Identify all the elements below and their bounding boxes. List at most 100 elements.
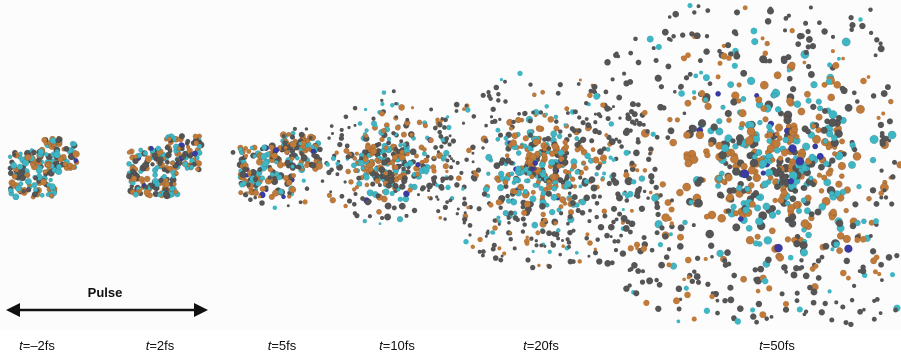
- ejected-atom: [851, 90, 857, 96]
- ejected-atom: [566, 240, 572, 245]
- atom: [563, 144, 570, 150]
- ejected-atom: [354, 185, 359, 190]
- atom: [401, 166, 406, 172]
- atom: [259, 185, 266, 193]
- ejected-atom: [664, 199, 672, 207]
- atom: [557, 177, 564, 184]
- atom: [53, 151, 61, 159]
- ejected-atom: [538, 110, 544, 115]
- ejected-atom: [407, 187, 413, 193]
- atom: [715, 182, 722, 189]
- atom: [731, 167, 741, 176]
- atom: [70, 164, 77, 171]
- atom: [720, 178, 727, 185]
- time-variable: t: [267, 338, 272, 353]
- atom: [252, 153, 257, 159]
- ejected-atom: [531, 249, 535, 254]
- ejected-atom: [676, 319, 681, 324]
- atom: [869, 187, 877, 194]
- cluster-p50: [564, 3, 901, 328]
- atom: [530, 166, 535, 172]
- ejected-atom: [590, 184, 598, 192]
- ejected-atom: [667, 15, 672, 19]
- ejected-atom: [872, 269, 878, 275]
- ejected-atom: [468, 233, 472, 237]
- ejected-atom: [676, 306, 682, 312]
- ejected-atom: [621, 208, 625, 212]
- ejected-atom: [553, 221, 558, 226]
- atom: [788, 219, 797, 228]
- atom: [763, 236, 773, 245]
- ejected-atom: [786, 68, 791, 73]
- atom: [704, 102, 712, 111]
- atom: [732, 143, 739, 150]
- atom: [337, 141, 343, 148]
- ejected-atom: [698, 90, 706, 97]
- time-variable: t: [759, 338, 763, 353]
- atom: [545, 190, 553, 197]
- ejected-atom: [508, 236, 513, 242]
- ejected-atom: [555, 90, 561, 96]
- ejected-atom: [466, 147, 472, 154]
- atom: [30, 162, 36, 168]
- atom: [493, 162, 501, 170]
- atom: [377, 183, 382, 188]
- atom: [398, 202, 406, 210]
- atom: [550, 193, 558, 201]
- atom: [719, 193, 725, 199]
- atom: [238, 190, 244, 196]
- ejected-atom: [471, 175, 478, 182]
- ejected-atom: [352, 202, 357, 207]
- atom: [520, 204, 526, 210]
- ejected-atom: [592, 156, 600, 164]
- atom: [888, 98, 894, 105]
- ejected-atom: [534, 114, 538, 118]
- atom: [403, 162, 409, 168]
- ejected-atom: [676, 243, 684, 250]
- ejected-atom: [722, 258, 728, 264]
- ejected-atom: [248, 197, 253, 203]
- atom: [195, 166, 200, 172]
- ejected-atom: [461, 187, 465, 191]
- ejected-atom: [353, 123, 357, 127]
- atom: [380, 127, 387, 134]
- atom: [558, 211, 564, 216]
- atom: [371, 116, 376, 121]
- ejected-atom: [753, 276, 759, 283]
- atom: [682, 182, 692, 192]
- atom: [676, 188, 684, 197]
- ejected-atom: [612, 179, 620, 186]
- ejected-atom: [603, 89, 609, 95]
- ejected-atom: [623, 80, 630, 87]
- atom: [799, 241, 808, 250]
- pulse-arrow-right-head: [194, 303, 208, 317]
- atom: [125, 173, 133, 180]
- atom: [532, 160, 539, 166]
- ejected-atom: [593, 93, 600, 100]
- atom: [182, 161, 189, 168]
- ejected-atom: [593, 112, 597, 116]
- atom: [167, 136, 172, 142]
- ejected-atom: [661, 105, 667, 111]
- atom: [777, 170, 785, 178]
- ejected-atom: [878, 190, 884, 196]
- ejected-atom: [433, 145, 438, 150]
- atom: [704, 151, 711, 159]
- ejected-atom: [662, 233, 669, 240]
- ejected-atom: [416, 193, 421, 197]
- ejected-atom: [764, 316, 769, 321]
- ejected-atom: [438, 215, 443, 220]
- ejected-atom: [619, 233, 623, 238]
- ejected-atom: [439, 185, 445, 191]
- ejected-atom: [489, 115, 494, 119]
- ejected-atom: [693, 32, 701, 40]
- ejected-atom: [443, 217, 447, 221]
- ejected-atom: [649, 247, 655, 253]
- ejected-atom: [605, 116, 611, 122]
- atom: [382, 188, 390, 196]
- ejected-atom: [782, 300, 790, 308]
- atom: [581, 160, 587, 165]
- ejected-atom: [587, 254, 591, 258]
- ejected-atom: [567, 197, 572, 202]
- ejected-atom: [869, 248, 877, 255]
